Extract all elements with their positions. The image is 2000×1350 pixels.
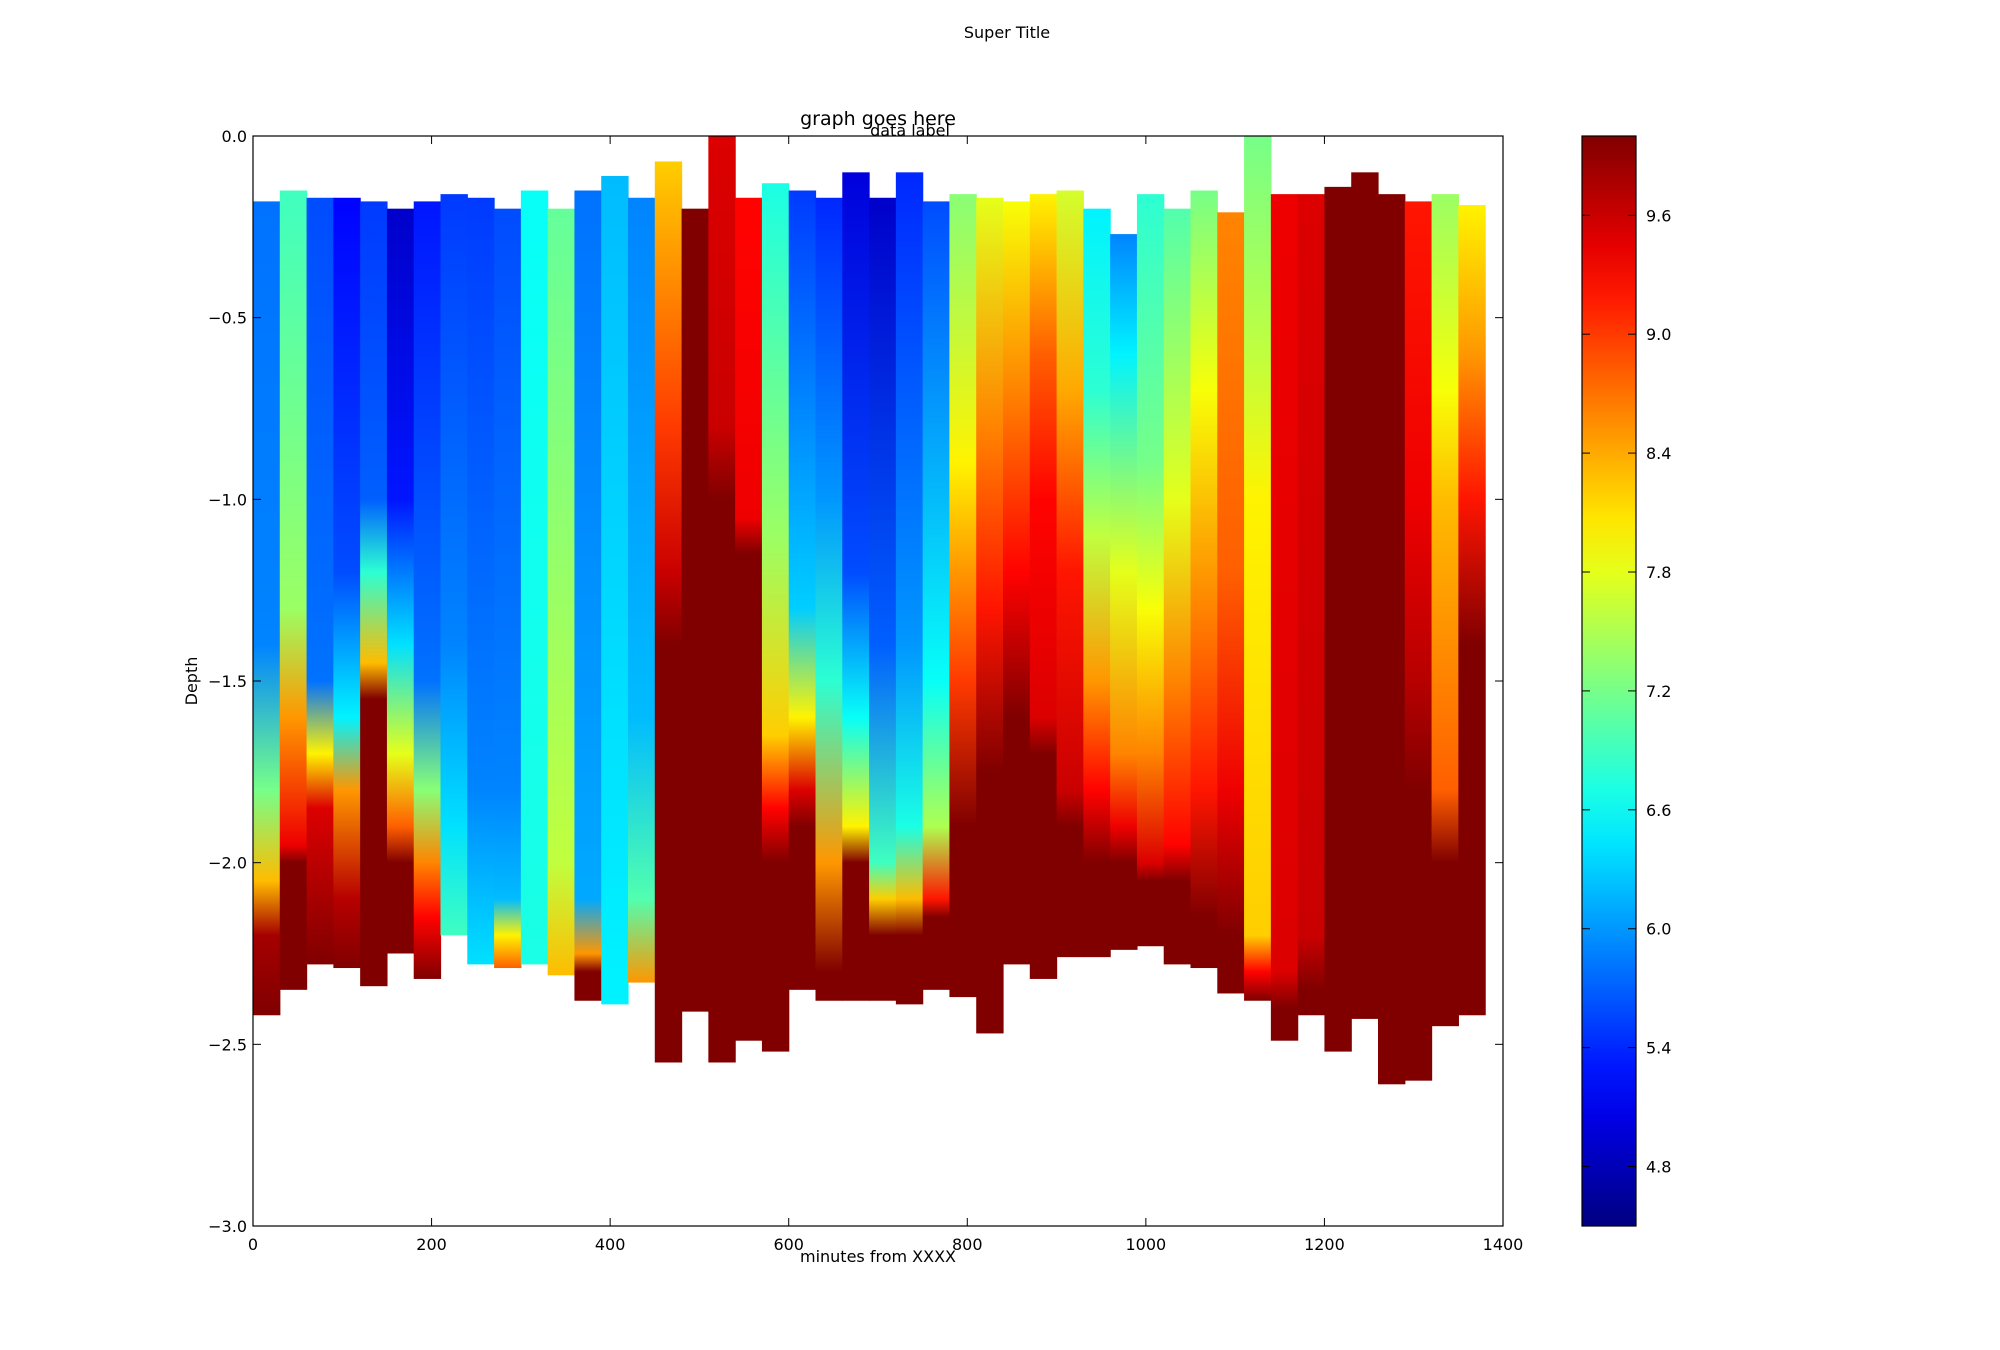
depth-profile-column xyxy=(279,190,308,990)
depth-profile-column xyxy=(976,197,1004,1034)
depth-profile-column xyxy=(1083,208,1111,958)
colorbar-tick-label: 7.2 xyxy=(1646,682,1671,701)
x-tick-label: 1200 xyxy=(1304,1235,1345,1254)
depth-profile-column xyxy=(413,201,442,979)
y-tick-label: −2.5 xyxy=(208,1035,247,1054)
depth-profile-column xyxy=(1378,194,1406,1085)
colorbar: 4.8 5.4 6.0 6.6 7.2 7.8 8.4 9.0 9.6 xyxy=(1581,135,1671,1227)
depth-profile-column xyxy=(949,194,977,998)
depth-profile-column xyxy=(1431,194,1459,1027)
y-axis-label: Depth xyxy=(182,657,201,706)
x-tick-label: 0 xyxy=(248,1235,258,1254)
chart-title: graph goes here xyxy=(800,108,956,130)
depth-profile-column xyxy=(1056,190,1084,958)
colorbar-gradient xyxy=(1581,135,1637,1227)
depth-profile-column xyxy=(601,175,629,1005)
depth-profile-column xyxy=(386,208,415,954)
plot-area xyxy=(253,136,1486,1085)
depth-profile-column xyxy=(1217,212,1245,994)
depth-profile-column xyxy=(842,172,870,1001)
depth-profile-column xyxy=(1003,201,1031,965)
x-tick-label: 1000 xyxy=(1125,1235,1166,1254)
data-label-annotation: data label xyxy=(870,121,950,140)
depth-profile-column xyxy=(708,136,736,1063)
depth-profile-column xyxy=(869,197,897,1001)
depth-profile-column xyxy=(654,161,683,1063)
depth-profile-column xyxy=(735,197,763,1041)
colorbar-tick-label: 5.4 xyxy=(1646,1039,1671,1058)
depth-profile-column xyxy=(1110,234,1138,950)
depth-profile-column xyxy=(761,183,790,1052)
colorbar-tick-label: 6.6 xyxy=(1646,801,1671,820)
depth-profile-column xyxy=(360,201,388,987)
y-tick-label: 0.0 xyxy=(222,127,247,146)
depth-profile-column xyxy=(895,172,924,1005)
depth-profile-column xyxy=(1324,186,1352,1052)
x-tick-label: 200 xyxy=(416,1235,447,1254)
depth-profile-column xyxy=(1163,208,1192,965)
depth-profile-column xyxy=(1351,172,1379,1019)
y-tick-label: −1.0 xyxy=(208,490,247,509)
depth-profile-column xyxy=(440,194,468,936)
depth-profile-column xyxy=(1244,136,1272,1001)
depth-profile-column xyxy=(574,190,602,1001)
x-tick-label: 400 xyxy=(595,1235,626,1254)
x-tick-label: 1400 xyxy=(1483,1235,1524,1254)
y-tick-label: −2.0 xyxy=(208,854,247,873)
depth-profile-column xyxy=(306,197,334,965)
depth-profile-column xyxy=(788,190,817,990)
depth-profile-column xyxy=(681,208,709,1012)
depth-profile-column xyxy=(1270,194,1299,1041)
x-axis: 0 200 400 600 800 1000 1200 1400 xyxy=(248,136,1523,1254)
depth-profile-column xyxy=(547,208,576,976)
depth-profile-column xyxy=(1458,205,1486,1016)
depth-profile-column xyxy=(467,197,495,965)
x-tick-label: 800 xyxy=(952,1235,983,1254)
colorbar-tick-label: 8.4 xyxy=(1646,444,1671,463)
depth-profile-column xyxy=(922,201,951,990)
colorbar-tick-label: 9.6 xyxy=(1646,206,1671,225)
depth-profile-column xyxy=(1190,190,1218,969)
depth-profile-column xyxy=(628,197,656,983)
depth-profile-column xyxy=(494,208,522,969)
depth-profile-column xyxy=(1404,201,1433,1081)
colorbar-tick-label: 9.0 xyxy=(1646,325,1671,344)
depth-profile-column xyxy=(815,197,843,1001)
colorbar-tick-label: 6.0 xyxy=(1646,920,1671,939)
x-tick-label: 600 xyxy=(773,1235,804,1254)
depth-profile-column xyxy=(253,201,281,1016)
colorbar-tick-label: 7.8 xyxy=(1646,563,1671,582)
x-axis-label: minutes from XXXX xyxy=(800,1247,956,1266)
depth-profile-column xyxy=(1136,194,1165,947)
y-tick-label: −1.5 xyxy=(208,672,247,691)
depth-profile-column xyxy=(333,197,361,969)
super-title: Super Title xyxy=(964,23,1050,42)
depth-profile-column xyxy=(520,190,549,965)
y-tick-label: −3.0 xyxy=(208,1217,247,1236)
y-axis: 0.0 −0.5 −1.0 −1.5 −2.0 −2.5 −3.0 xyxy=(208,127,1503,1236)
colorbar-tick-label: 4.8 xyxy=(1646,1158,1671,1177)
depth-profile-column xyxy=(1297,194,1326,1016)
depth-profile-column xyxy=(1029,194,1058,979)
y-tick-label: −0.5 xyxy=(208,309,247,328)
